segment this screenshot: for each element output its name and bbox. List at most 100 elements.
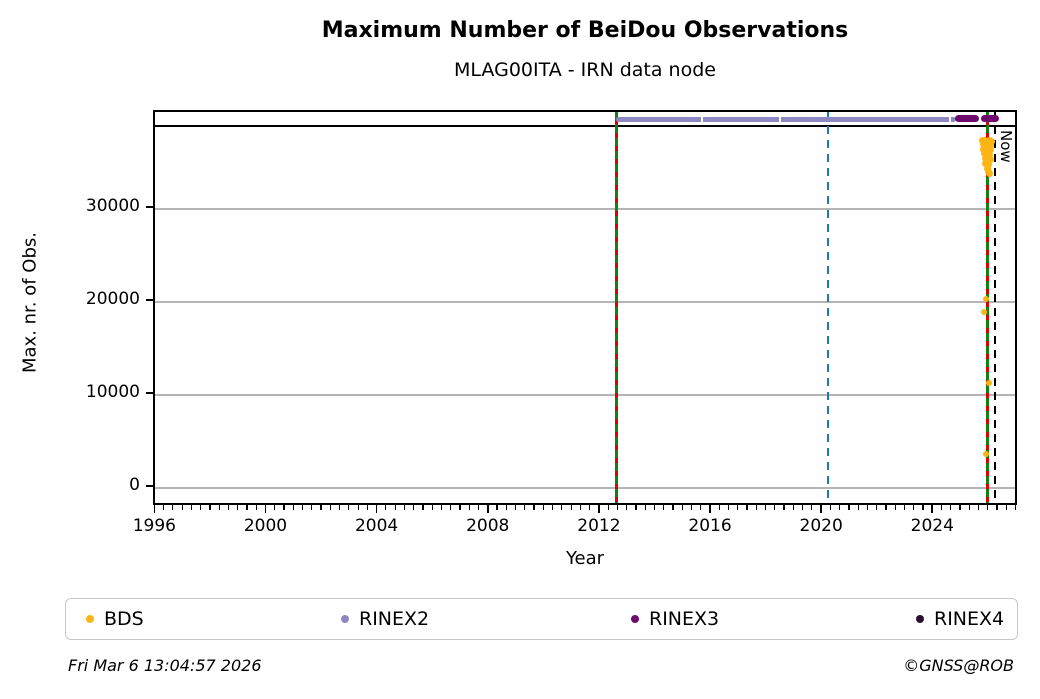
x-tick-minor [940, 505, 943, 510]
x-tick-minor [635, 505, 637, 510]
x-tick-minor [283, 505, 285, 510]
y-axis-label: Max. nr. of Obs. [19, 231, 41, 374]
x-tick-minor [394, 505, 396, 510]
x-tick-minor [200, 505, 202, 510]
x-tick-minor [885, 505, 887, 510]
data-point-bds [986, 169, 994, 177]
x-tick-minor [959, 505, 961, 510]
x-tick-minor [626, 505, 628, 510]
x-tick-major [709, 505, 711, 513]
x-tick-label: 2000 [243, 516, 288, 536]
x-tick-minor [218, 505, 220, 510]
x-tick-minor [718, 505, 720, 510]
x-axis-label: Year [565, 548, 605, 569]
x-tick-minor [403, 505, 405, 510]
x-tick-minor [338, 505, 341, 510]
data-point-bds [987, 146, 995, 154]
x-tick-minor [913, 505, 915, 510]
x-tick-minor [653, 505, 656, 510]
receiver-antenna-change-line [614, 112, 618, 503]
x-tick-minor [839, 505, 841, 510]
x-tick-minor [440, 505, 443, 510]
data-point-bds [986, 142, 994, 150]
y-tick [146, 485, 153, 487]
rinex3-band [980, 115, 999, 123]
rinex4-marker-icon [916, 615, 924, 623]
x-tick-minor [968, 505, 970, 510]
x-tick-minor [542, 505, 544, 510]
x-tick-minor [320, 505, 322, 510]
y-gridline [155, 394, 1015, 396]
data-point-bds [986, 150, 994, 158]
x-tick-minor [505, 505, 507, 510]
rinex3-band [954, 115, 979, 123]
data-point-bds [983, 450, 990, 457]
x-tick-minor [681, 505, 683, 510]
x-tick-minor [237, 505, 239, 510]
x-tick-minor [903, 505, 906, 510]
y-tick-label: 30000 [85, 195, 140, 216]
data-point-bds [986, 155, 994, 163]
x-tick-minor [181, 505, 183, 510]
y-tick-label: 10000 [85, 381, 140, 402]
x-tick-minor [366, 505, 368, 510]
x-tick-major [153, 505, 156, 513]
data-point-bds [982, 296, 989, 303]
bds-marker-icon [86, 615, 94, 623]
y-gridline [155, 208, 1015, 210]
x-tick-minor [977, 505, 980, 510]
x-tick-minor [1005, 505, 1007, 510]
plot-area: Now [153, 110, 1017, 505]
x-tick-major [931, 505, 934, 513]
x-tick-label: 2016 [688, 516, 732, 536]
x-tick-minor [255, 505, 257, 510]
legend: BDS RINEX2 RINEX3 RINEX4 [65, 598, 1018, 640]
rinex3-marker-icon [631, 615, 639, 623]
x-tick-label: 2012 [577, 516, 621, 536]
x-tick-minor [866, 505, 869, 510]
receiver-antenna-change-line [985, 112, 989, 503]
x-tick-major [598, 505, 600, 513]
x-tick-label: 2004 [354, 516, 399, 536]
x-tick-minor [551, 505, 554, 510]
x-tick-minor [570, 505, 572, 510]
legend-label-bds: BDS [104, 608, 144, 630]
x-tick-minor [774, 505, 776, 510]
x-tick-minor [422, 505, 424, 510]
x-tick-minor [764, 505, 767, 510]
data-point-bds [984, 161, 992, 169]
x-tick-minor [561, 505, 563, 510]
x-tick-major [264, 505, 267, 513]
x-tick-minor [616, 505, 618, 510]
x-tick-minor [579, 505, 581, 510]
x-tick-minor [755, 505, 757, 510]
x-tick-minor [792, 505, 794, 510]
max-obs-line [155, 125, 1015, 128]
rinex2-band-gap [700, 115, 704, 123]
x-tick-minor [644, 505, 646, 510]
legend-label-rinex2: RINEX2 [359, 608, 430, 630]
plot-timestamp: Fri Mar 6 13:04:57 2026 [68, 656, 262, 675]
x-tick-minor [357, 505, 359, 510]
x-tick-minor [857, 505, 859, 510]
legend-label-rinex4: RINEX4 [934, 608, 1005, 630]
x-tick-major [486, 505, 489, 513]
x-tick-minor [477, 505, 480, 510]
x-tick-minor [950, 505, 952, 510]
x-tick-major [820, 505, 822, 513]
x-tick-minor [811, 505, 813, 510]
x-tick-major [375, 505, 378, 513]
x-tick-minor [690, 505, 693, 510]
x-tick-minor [876, 505, 878, 510]
x-tick-minor [190, 505, 193, 510]
x-tick-minor [922, 505, 924, 510]
x-tick-minor [450, 505, 452, 510]
chart-subtitle: MLAG00ITA - IRN data node [454, 59, 716, 81]
y-gridline [155, 301, 1015, 303]
x-tick-minor [292, 505, 294, 510]
now-label: Now [996, 130, 1015, 163]
x-tick-minor [227, 505, 230, 510]
legend-label-rinex3: RINEX3 [649, 608, 720, 630]
y-tick [146, 392, 153, 394]
